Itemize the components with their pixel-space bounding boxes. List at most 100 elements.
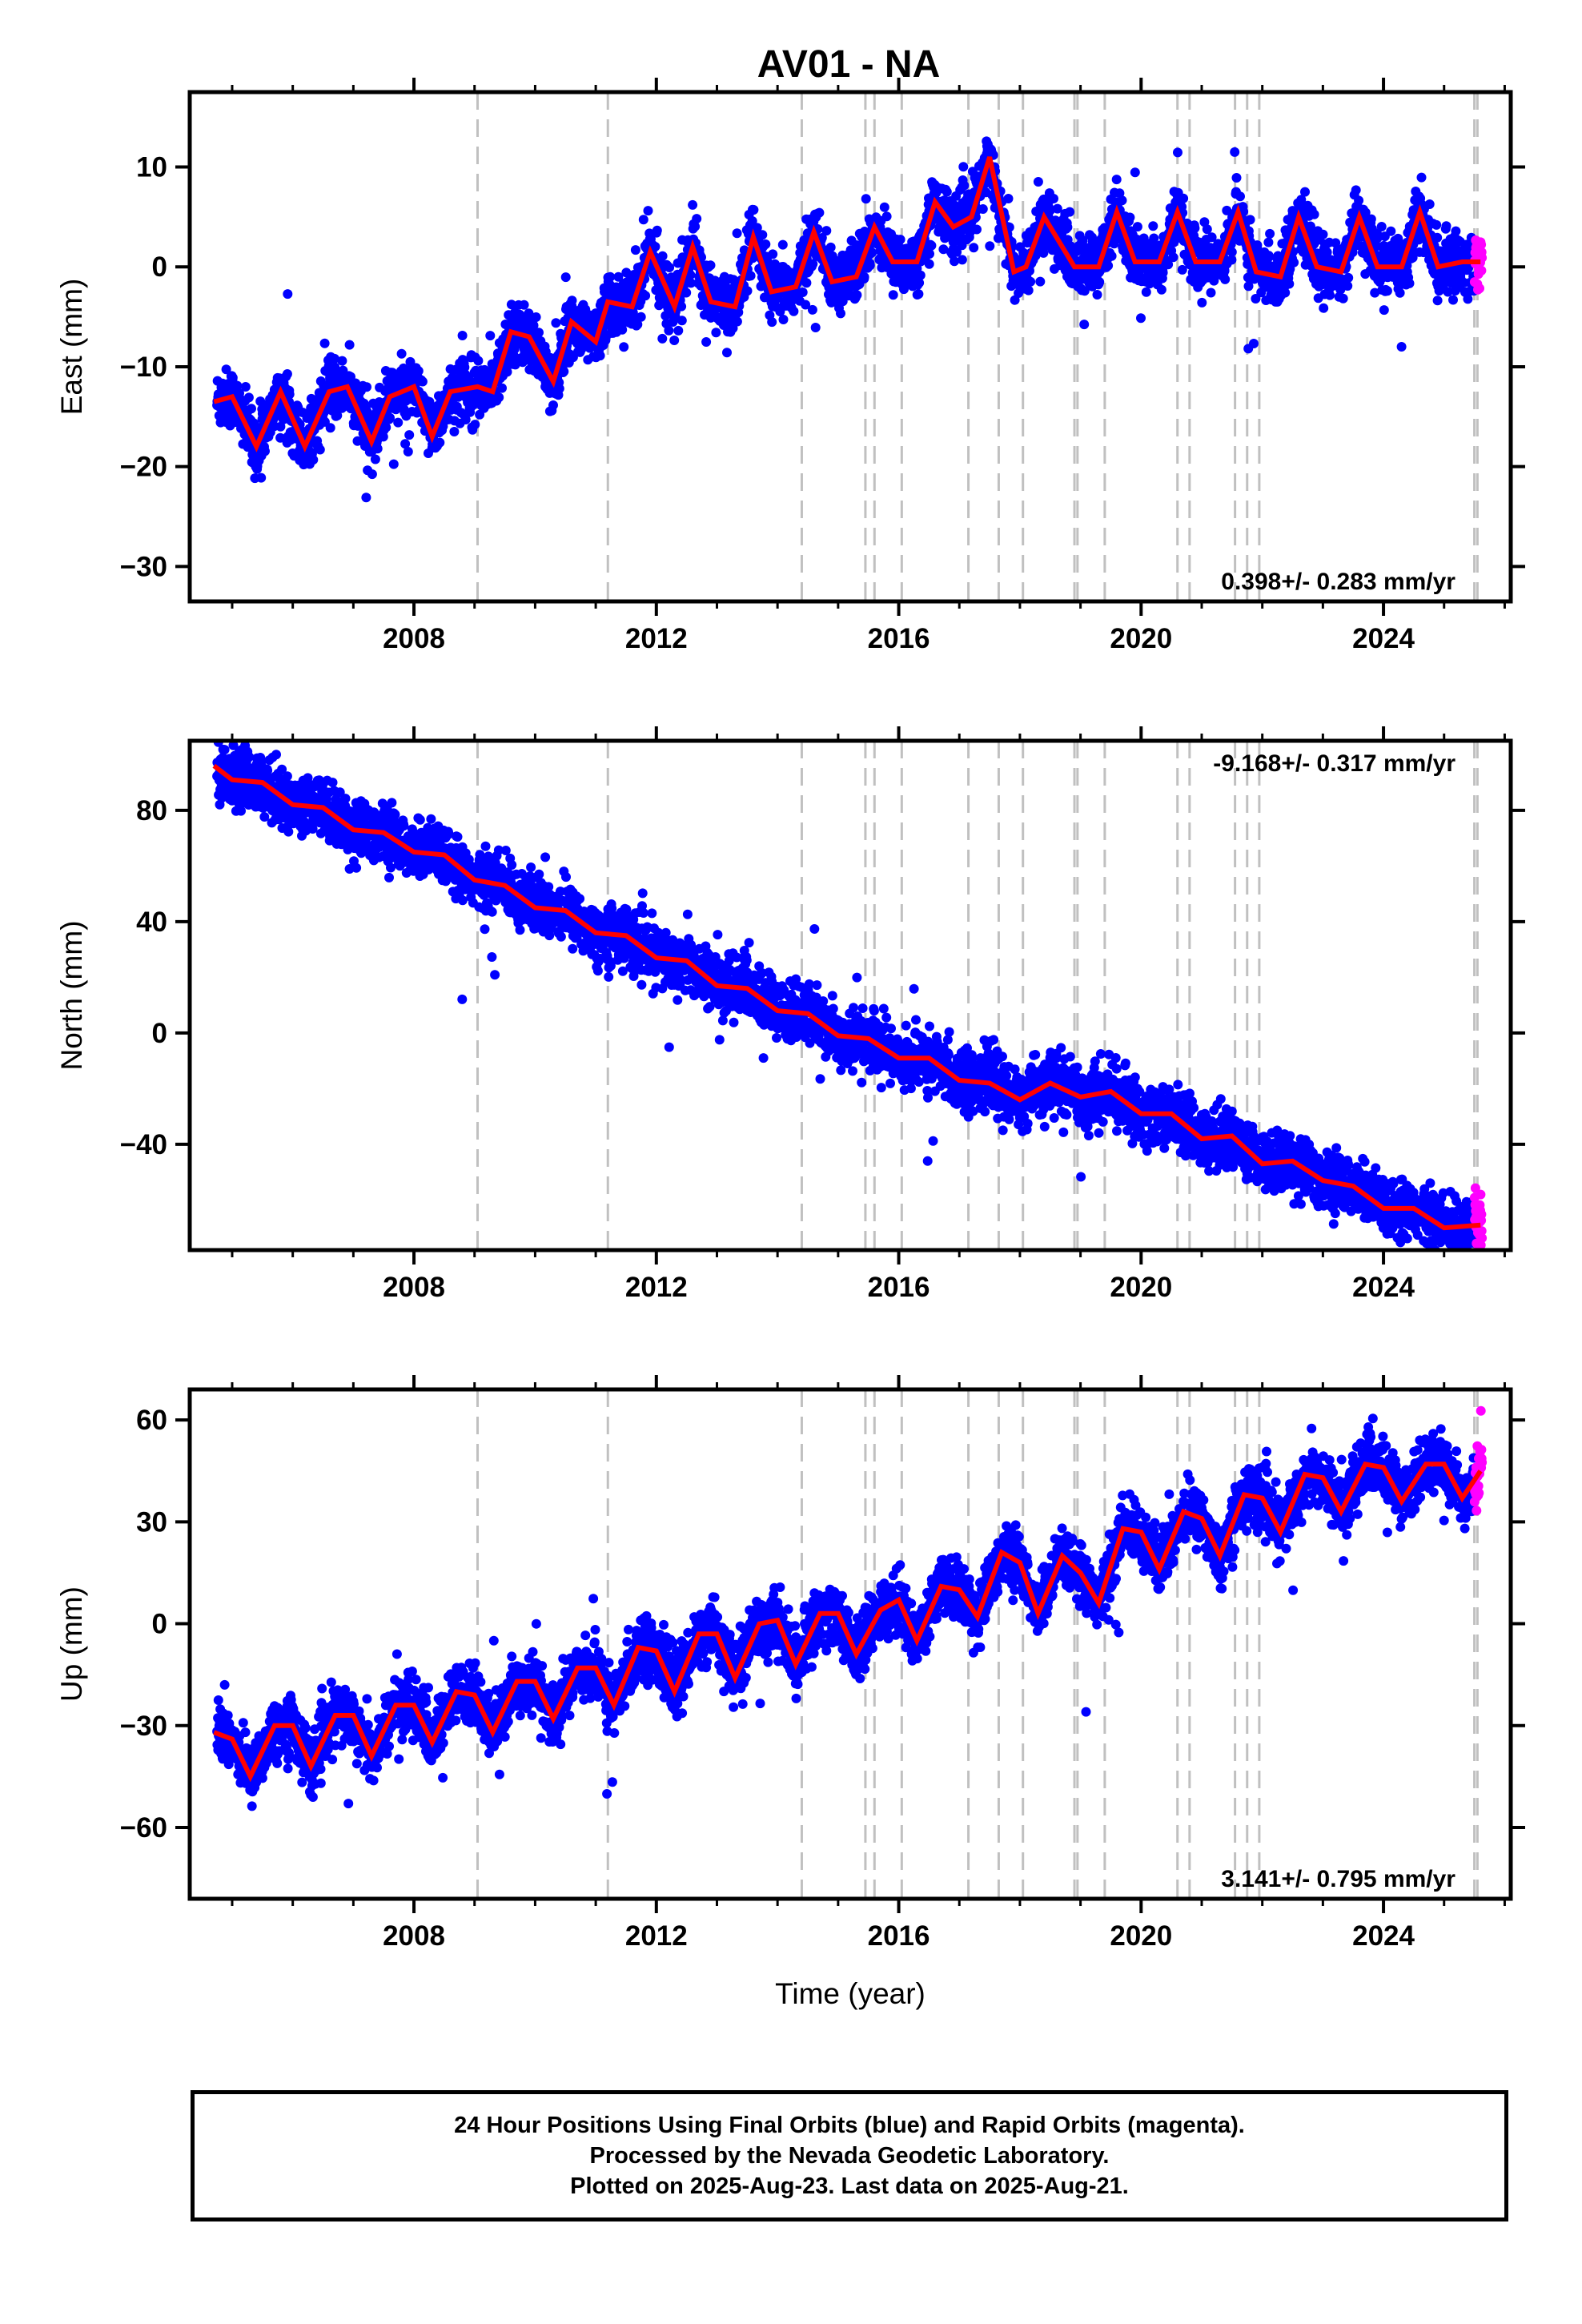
data-point: [952, 247, 962, 257]
data-point: [957, 255, 967, 265]
data-point: [435, 437, 445, 448]
data-point: [1386, 226, 1396, 236]
data-point: [722, 348, 732, 358]
data-point: [219, 745, 230, 755]
data-point: [958, 162, 969, 172]
data-point: [701, 337, 712, 347]
data-point: [1249, 339, 1259, 348]
data-point: [329, 353, 339, 364]
data-point: [1432, 296, 1443, 306]
data-point: [821, 226, 832, 236]
data-point: [925, 249, 934, 259]
data-point: [669, 336, 680, 345]
data-point: [950, 256, 959, 267]
data-point: [259, 812, 270, 822]
data-point: [705, 260, 716, 271]
data-point: [497, 383, 507, 393]
data-point: [388, 459, 399, 469]
data-point: [1265, 228, 1275, 239]
data-point: [1382, 286, 1392, 296]
data-point: [657, 251, 668, 261]
data-point: [690, 221, 701, 231]
data-point: [643, 206, 653, 216]
data-point: [1372, 233, 1383, 243]
data-point: [1038, 247, 1049, 258]
data-point: [385, 412, 395, 423]
data-point: [1235, 191, 1245, 202]
data-point: [528, 320, 539, 331]
data-point: [665, 263, 675, 272]
data-point: [559, 366, 569, 376]
data-point: [502, 367, 512, 377]
data-point: [825, 242, 836, 252]
data-point: [1141, 287, 1151, 297]
chart-title: AV01 - NA: [757, 43, 941, 86]
data-point: [284, 389, 295, 400]
data-point: [1370, 287, 1380, 298]
data-point: [817, 233, 827, 243]
data-point: [630, 245, 640, 255]
data-point: [1079, 320, 1090, 330]
east-y-axis-label: East (mm): [55, 279, 88, 416]
data-point: [789, 306, 799, 316]
data-point: [1476, 239, 1487, 250]
data-point: [1052, 203, 1062, 214]
data-point: [1023, 285, 1034, 296]
data-point: [277, 764, 287, 774]
data-point: [1396, 342, 1407, 352]
data-point: [381, 422, 391, 432]
data-point: [926, 240, 937, 251]
data-point: [1351, 185, 1361, 195]
data-point: [244, 752, 255, 762]
data-point: [1284, 279, 1295, 289]
data-point: [652, 225, 662, 235]
data-point: [613, 271, 624, 282]
data-point: [972, 224, 982, 235]
data-point: [554, 384, 564, 394]
data-point: [895, 235, 905, 245]
data-point: [1114, 188, 1125, 199]
data-point: [749, 205, 759, 215]
data-point: [1130, 167, 1140, 178]
data-point: [1177, 264, 1187, 275]
data-point: [260, 446, 270, 456]
data-point: [657, 333, 668, 344]
data-point: [393, 417, 404, 428]
data-point: [1366, 214, 1376, 224]
data-point: [1062, 222, 1073, 232]
data-point: [400, 439, 411, 449]
data-point: [531, 312, 541, 322]
data-point: [1158, 267, 1168, 278]
data-point: [1065, 207, 1075, 217]
data-point: [1309, 209, 1319, 219]
data-point: [1033, 177, 1043, 187]
data-point: [404, 430, 415, 440]
data-point: [640, 291, 651, 301]
data-point: [319, 338, 330, 348]
data-point: [1078, 235, 1088, 246]
east-rate-label: 0.398+/- 0.283 mm/yr: [1221, 569, 1456, 595]
data-point: [1220, 274, 1231, 284]
data-point: [325, 423, 335, 433]
data-point: [1243, 281, 1254, 292]
x-tick-label: 2024: [1352, 623, 1415, 654]
data-point: [836, 308, 845, 319]
data-point: [810, 323, 821, 332]
data-point: [275, 432, 286, 443]
data-point: [617, 324, 628, 335]
data-point: [1103, 260, 1114, 271]
y-tick-label: −30: [120, 551, 167, 582]
data-point: [470, 420, 480, 430]
data-point: [506, 300, 516, 310]
data-point: [1149, 233, 1159, 243]
data-point: [560, 272, 571, 283]
data-point: [221, 364, 231, 375]
data-point: [913, 289, 924, 300]
data-point: [1173, 147, 1182, 158]
data-point: [1190, 223, 1200, 233]
data-point: [636, 312, 646, 322]
data-point: [1197, 297, 1207, 308]
data-point: [777, 239, 788, 250]
data-point: [494, 392, 504, 403]
data-point: [1003, 194, 1014, 203]
